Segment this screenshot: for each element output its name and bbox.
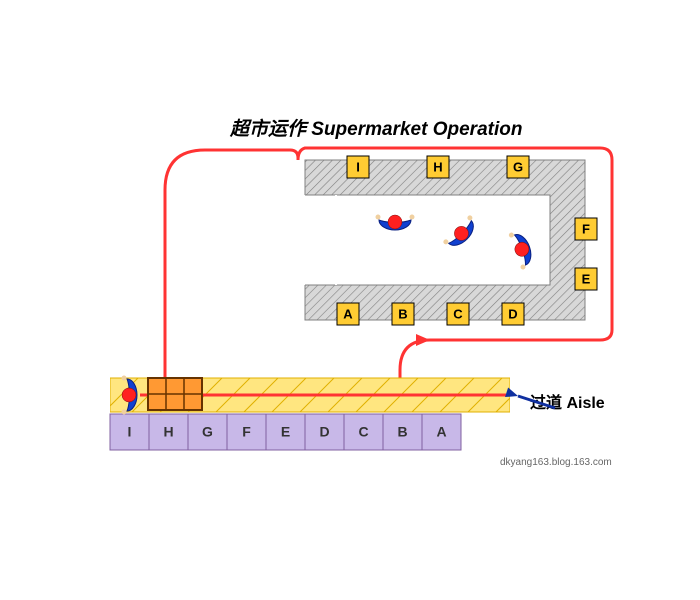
svg-text:I: I bbox=[356, 159, 360, 174]
flow-arrowhead bbox=[416, 334, 430, 346]
worker-icon bbox=[376, 215, 415, 231]
svg-text:G: G bbox=[202, 424, 213, 440]
diagram-title: 超市运作 Supermarket Operation bbox=[229, 118, 522, 140]
svg-text:H: H bbox=[433, 159, 442, 174]
worker-icon bbox=[442, 214, 481, 253]
diagram-svg: 超市运作 Supermarket Operation I H G F E A B C D I H G F E… bbox=[0, 0, 700, 600]
svg-text:D: D bbox=[508, 306, 517, 321]
svg-text:B: B bbox=[397, 424, 407, 440]
svg-text:E: E bbox=[281, 424, 290, 440]
svg-text:A: A bbox=[436, 424, 446, 440]
svg-text:H: H bbox=[163, 424, 173, 440]
svg-text:A: A bbox=[343, 306, 353, 321]
svg-text:B: B bbox=[398, 306, 407, 321]
svg-text:G: G bbox=[513, 159, 523, 174]
worker-icon bbox=[508, 228, 536, 270]
svg-text:C: C bbox=[453, 306, 463, 321]
svg-text:F: F bbox=[242, 424, 251, 440]
svg-text:F: F bbox=[582, 221, 590, 236]
svg-text:C: C bbox=[358, 424, 368, 440]
svg-text:D: D bbox=[319, 424, 329, 440]
svg-text:E: E bbox=[582, 271, 591, 286]
credit-text: dkyang163.blog.163.com bbox=[500, 457, 612, 468]
svg-text:I: I bbox=[128, 424, 132, 440]
